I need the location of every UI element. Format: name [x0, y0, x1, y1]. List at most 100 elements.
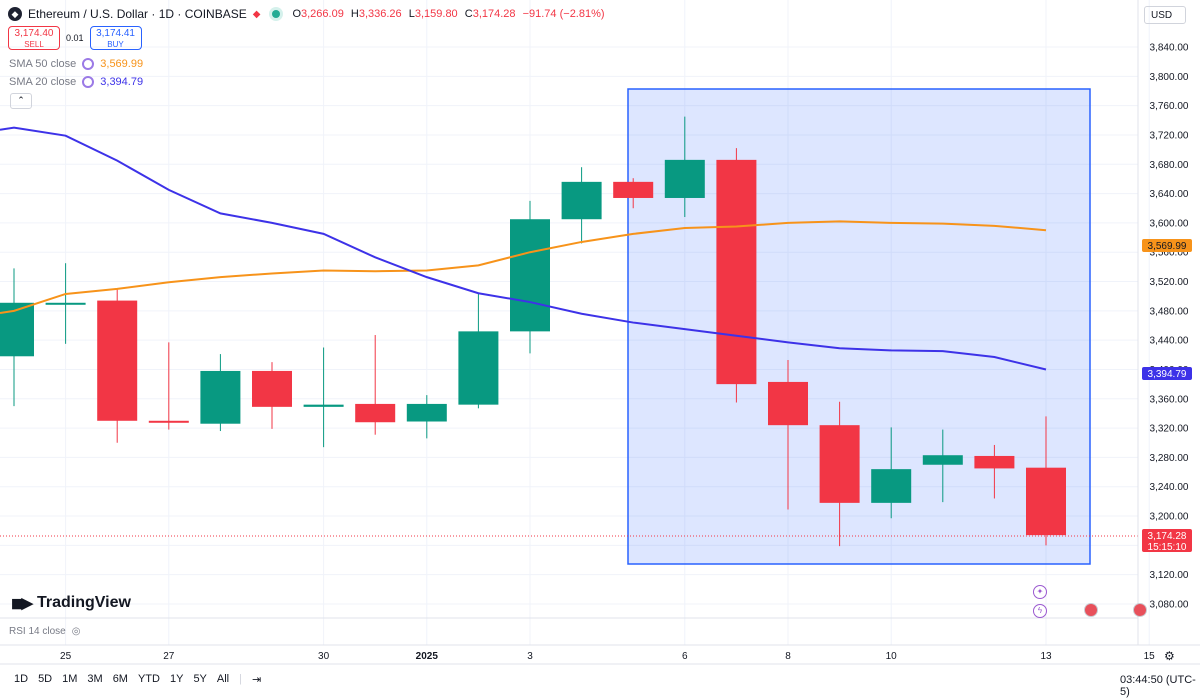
alert-icon[interactable]: ◆ — [252, 8, 261, 20]
price-tick-label: 3,360.00 — [1150, 394, 1189, 405]
candle — [768, 359, 808, 510]
price-axis[interactable]: 3,080.003,120.003,160.003,200.003,240.00… — [1150, 43, 1189, 611]
last-price-axis-tag — [1142, 529, 1192, 552]
us-flag-icon[interactable] — [1133, 603, 1147, 617]
price-tick-label: 3,720.00 — [1150, 130, 1189, 141]
last-price-axis-label: 3,174.28 — [1148, 531, 1187, 542]
candle — [1026, 416, 1066, 546]
candle-body — [768, 381, 808, 426]
time-tick-label: 8 — [785, 651, 791, 662]
collapse-legend-button[interactable]: ⌃ — [10, 93, 32, 109]
candle-body — [303, 404, 344, 407]
tradingview-logo-icon: ◼▶ — [11, 595, 33, 612]
candle — [922, 429, 963, 503]
candles — [0, 116, 1066, 547]
rsi-legend[interactable]: RSI 14 close ◎ — [9, 626, 80, 637]
range-5y[interactable]: 5Y — [193, 673, 207, 685]
candle — [819, 401, 860, 547]
goto-date-icon[interactable]: ⇥ — [252, 674, 262, 686]
sma20-legend-name: SMA 20 close — [9, 76, 77, 88]
clock-timezone[interactable]: 03:44:50 (UTC-5) — [1120, 674, 1196, 698]
price-tick-label: 3,480.00 — [1150, 306, 1189, 317]
candle-body — [1026, 467, 1066, 536]
ethereum-logo-icon: ◆ — [8, 7, 22, 21]
us-flag-icon[interactable] — [1084, 603, 1098, 617]
sma-lines — [0, 126, 1047, 371]
candle-body — [355, 403, 396, 423]
candle-body — [45, 302, 86, 305]
dividend-marker-icon[interactable]: ϟ — [1033, 604, 1047, 618]
ohlc-values: O3,266.09 H3,336.26 L3,159.80 C3,174.28 … — [292, 8, 605, 20]
sell-button[interactable]: 3,174.40 SELL — [8, 26, 60, 50]
price-tick-label: 3,760.00 — [1150, 101, 1189, 112]
candle-body — [148, 420, 189, 423]
range-1m[interactable]: 1M — [62, 673, 78, 685]
buy-button[interactable]: 3,174.41 BUY — [89, 26, 142, 50]
range-1d[interactable]: 1D — [14, 673, 29, 685]
time-tick-label: 30 — [318, 651, 330, 662]
sma50-legend-name: SMA 50 close — [9, 58, 77, 70]
price-tick-label: 3,280.00 — [1150, 453, 1189, 464]
divider: | — [239, 673, 242, 685]
sma20-legend[interactable]: SMA 20 close 3,394.79 — [9, 76, 143, 88]
candle — [561, 167, 602, 244]
sma20-line — [0, 126, 1047, 371]
candle — [871, 427, 912, 519]
price-tick-label: 3,840.00 — [1150, 43, 1189, 54]
candle — [148, 342, 189, 430]
candle — [97, 288, 138, 443]
candle-body — [974, 455, 1015, 469]
candle-body — [716, 159, 757, 385]
eye-hidden-icon[interactable]: ◎ — [71, 626, 81, 637]
rsi-legend-name: RSI 14 close — [9, 626, 66, 637]
price-tick-label: 3,440.00 — [1150, 336, 1189, 347]
market-status-icon[interactable] — [272, 10, 281, 18]
time-tick-label: 25 — [60, 651, 72, 662]
time-tick-label: 3 — [527, 651, 533, 662]
range-6m[interactable]: 6M — [112, 673, 128, 685]
sma50-axis-label: 3,569.99 — [1148, 241, 1187, 252]
trade-panel: 3,174.40 SELL 0.01 3,174.41 BUY — [8, 26, 142, 50]
price-tick-label: 3,600.00 — [1150, 218, 1189, 229]
range-5d[interactable]: 5D — [38, 673, 53, 685]
symbol-title[interactable]: Ethereum / U.S. Dollar · 1D · COINBASE — [28, 7, 247, 21]
price-tick-label: 3,560.00 — [1150, 248, 1189, 259]
range-all[interactable]: All — [216, 673, 230, 685]
price-tick-label: 3,320.00 — [1150, 424, 1189, 435]
candle — [510, 200, 550, 354]
sma20-axis-label: 3,394.79 — [1148, 369, 1187, 380]
range-3m[interactable]: 3M — [87, 673, 103, 685]
range-1y[interactable]: 1Y — [169, 673, 184, 685]
time-axis[interactable]: 25 27 30 2025 3 6 8 10 13 15 — [60, 651, 1155, 662]
candle — [45, 263, 86, 344]
price-tick-label: 3,080.00 — [1150, 600, 1189, 611]
candle — [303, 347, 344, 448]
sma50-legend[interactable]: SMA 50 close 3,569.99 — [9, 58, 143, 70]
price-tick-label: 3,200.00 — [1150, 512, 1189, 523]
price-tick-label: 3,800.00 — [1150, 72, 1189, 83]
candle — [664, 116, 705, 218]
event-marker-icon[interactable]: ✦ — [1033, 585, 1047, 599]
sma50-legend-value: 3,569.99 — [100, 58, 144, 70]
price-tick-label: 3,520.00 — [1150, 277, 1189, 288]
currency-selector[interactable]: USD — [1144, 6, 1186, 24]
candle — [406, 395, 447, 439]
candle-body — [922, 455, 963, 465]
candle-body — [458, 331, 499, 405]
candle — [458, 293, 499, 409]
candle-body — [97, 300, 138, 421]
candle — [200, 354, 241, 432]
candle-body — [406, 403, 447, 422]
sma50-axis-tag — [1142, 239, 1192, 252]
tradingview-watermark: ◼▶ TradingView — [11, 594, 131, 612]
time-tick-label: 27 — [163, 651, 175, 662]
range-ytd[interactable]: YTD — [137, 673, 160, 685]
axis-settings-icon[interactable]: ⚙ — [1164, 649, 1175, 663]
price-tick-label: 3,240.00 — [1150, 482, 1189, 493]
sma50-line — [0, 220, 1047, 315]
candle — [355, 335, 396, 435]
candle-body — [510, 219, 550, 332]
candle-body — [252, 370, 292, 407]
time-tick-label: 2025 — [416, 651, 439, 662]
